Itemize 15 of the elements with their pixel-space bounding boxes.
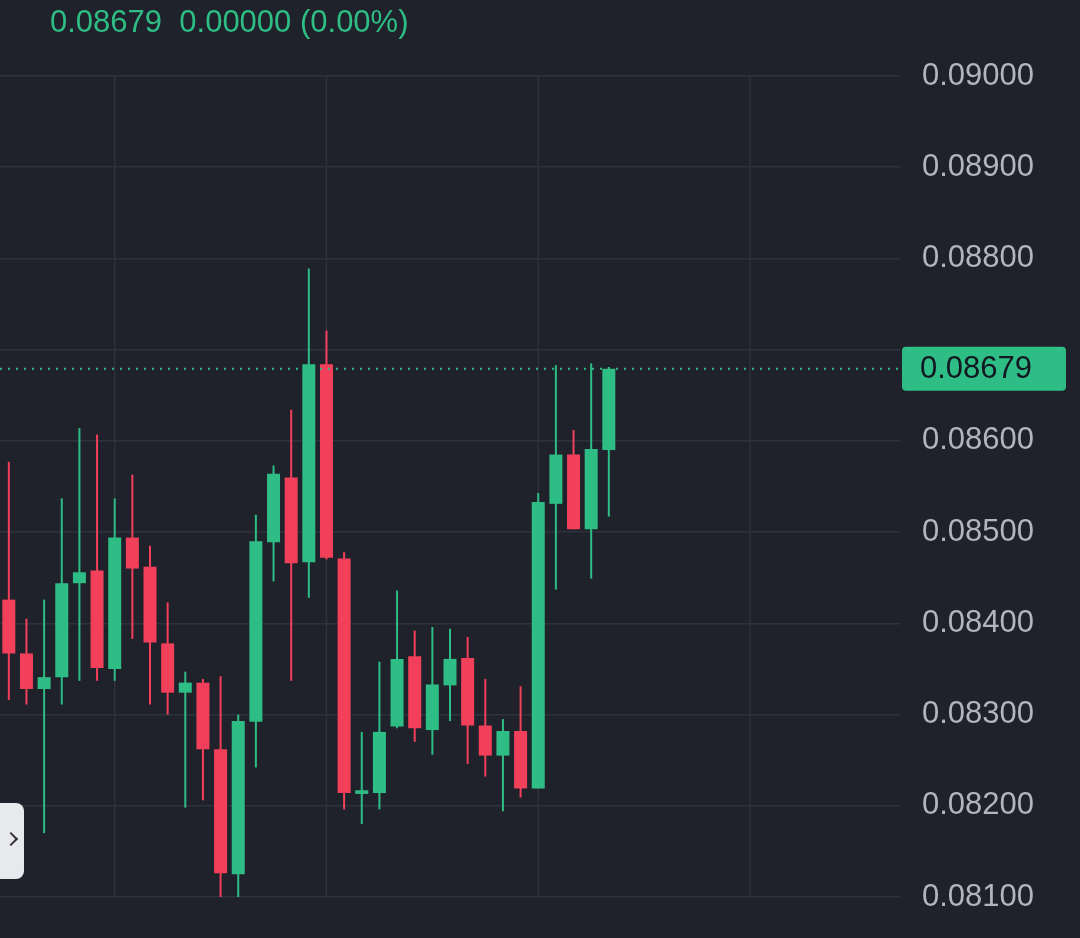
y-tick-label: 0.08200: [922, 786, 1035, 822]
y-tick-label: 0.08600: [922, 421, 1035, 457]
y-tick-label: 0.08900: [922, 147, 1035, 183]
y-tick-label: 0.08100: [922, 877, 1035, 913]
chart-title: 0.08679 0.00000 (0.00%): [50, 4, 409, 40]
candlestick: [72, 427, 86, 682]
y-tick-label: 0.08800: [922, 238, 1035, 274]
ref-line-label: 0.08679: [920, 350, 1033, 386]
y-tick-label: 0.09000: [922, 56, 1035, 92]
candlestick: [37, 598, 51, 835]
y-tick-label: 0.08300: [922, 695, 1035, 731]
candlestick: [355, 730, 369, 826]
candlestick: [178, 670, 192, 809]
y-tick-label: 0.08400: [922, 603, 1035, 639]
y-tick-label: 0.08500: [922, 512, 1035, 548]
